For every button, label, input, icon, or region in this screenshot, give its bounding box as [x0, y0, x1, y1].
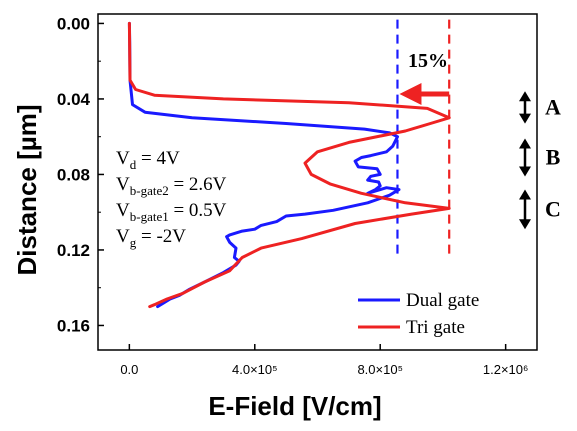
- region-arrow-up: [519, 138, 531, 149]
- y-tick-label: 0.00: [57, 14, 90, 33]
- region-arrow-up: [519, 189, 531, 200]
- y-tick-label: 0.12: [57, 241, 90, 260]
- region-arrow-up: [519, 91, 531, 102]
- y-tick-label: 0.04: [57, 90, 91, 109]
- bias-param: Vb-gate2 = 2.6V: [116, 174, 227, 198]
- x-axis-label: E-Field [V/cm]: [208, 391, 381, 421]
- series-line-tri-gate: [127, 21, 451, 309]
- region-label-b: B: [546, 144, 561, 169]
- region-arrow-down: [519, 219, 531, 230]
- y-tick-label: 0.16: [57, 316, 90, 335]
- legend-label-2: Tri gate: [406, 317, 465, 338]
- region-label-c: C: [545, 196, 561, 221]
- y-axis-label: Distance [µm]: [12, 104, 42, 275]
- bias-param: Vg = -2V: [116, 226, 186, 250]
- region-arrow-down: [519, 113, 531, 124]
- legend-label-1: Dual gate: [406, 290, 479, 311]
- x-tick-label: 8.0×10⁵: [357, 362, 403, 377]
- y-tick-label: 0.08: [57, 165, 90, 184]
- percent-label: 15%: [408, 50, 448, 72]
- plot-frame: [97, 13, 538, 351]
- x-tick-label: 4.0×10⁵: [232, 362, 278, 377]
- reduction-arrow-head: [399, 83, 422, 105]
- x-tick-label: 1.2×10⁶: [483, 362, 528, 377]
- bias-param: Vd = 4V: [116, 148, 180, 172]
- bias-param: Vb-gate1 = 0.5V: [116, 200, 227, 224]
- region-arrow-down: [519, 166, 531, 177]
- region-label-a: A: [545, 94, 561, 119]
- x-tick-label: 0.0: [120, 362, 138, 377]
